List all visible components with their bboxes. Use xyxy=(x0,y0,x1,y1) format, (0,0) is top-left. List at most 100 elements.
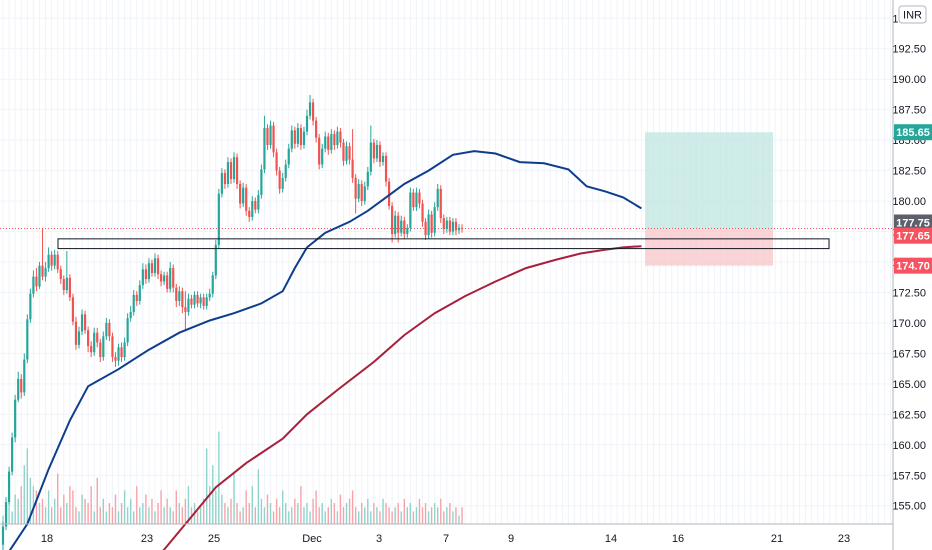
candle xyxy=(394,210,397,238)
candle xyxy=(342,138,345,166)
candle xyxy=(129,305,132,322)
candle xyxy=(220,168,223,198)
candle xyxy=(202,293,205,310)
candle xyxy=(433,202,436,237)
volume-bar xyxy=(178,503,181,524)
candle xyxy=(284,159,287,182)
volume-bar xyxy=(81,494,83,524)
currency-label[interactable]: INR xyxy=(898,5,927,24)
volume-bar xyxy=(452,511,454,524)
x-tick-label: 23 xyxy=(141,533,153,545)
volume-bar xyxy=(172,511,174,524)
y-tick-label: 160.00 xyxy=(892,440,926,452)
candle xyxy=(251,196,254,221)
volume-bar xyxy=(446,507,448,524)
candle xyxy=(235,153,239,189)
volume-bar xyxy=(17,498,19,524)
candle xyxy=(266,124,269,150)
volume-bar xyxy=(403,498,405,524)
candle xyxy=(184,291,187,332)
volume-bar xyxy=(254,507,257,524)
candle xyxy=(263,115,266,174)
candle xyxy=(372,138,375,164)
volume-bar xyxy=(142,503,144,524)
stop-zone[interactable] xyxy=(645,229,773,266)
x-tick-label: 9 xyxy=(508,533,514,545)
y-tick-label: 190.00 xyxy=(892,74,926,86)
volume-bar xyxy=(114,494,117,524)
candle xyxy=(400,215,403,237)
volume-bar xyxy=(181,507,184,524)
volume-bar xyxy=(248,503,250,524)
candle xyxy=(178,286,181,306)
candle xyxy=(20,374,23,399)
candle xyxy=(150,259,154,277)
volume-bar xyxy=(75,507,77,524)
target-zone[interactable] xyxy=(645,132,773,230)
candle xyxy=(32,270,35,298)
volume-bar xyxy=(357,511,360,524)
candle xyxy=(418,188,421,209)
volume-bar xyxy=(461,507,463,524)
volume-bar xyxy=(133,511,135,524)
volume-bar xyxy=(169,507,171,524)
volume-bar xyxy=(430,507,433,524)
candle xyxy=(90,341,93,358)
candle xyxy=(327,132,330,155)
candle xyxy=(229,158,233,185)
candle xyxy=(403,216,406,239)
volume-bar xyxy=(440,498,442,524)
volume-bar xyxy=(160,490,162,524)
candle xyxy=(17,371,20,403)
moving-average-line xyxy=(162,245,642,550)
candle xyxy=(324,131,327,153)
volume-bar xyxy=(239,511,241,524)
candle xyxy=(93,327,96,356)
candle xyxy=(29,288,32,323)
price-badge: 174.70 xyxy=(894,257,932,274)
volume-bar xyxy=(233,473,235,524)
price-badge-label: 185.65 xyxy=(896,127,930,139)
volume-bar xyxy=(285,503,287,524)
volume-bar xyxy=(288,511,290,524)
candle xyxy=(166,271,169,293)
support-zone-rectangle[interactable] xyxy=(57,238,830,250)
candle xyxy=(187,293,190,316)
candle xyxy=(141,263,144,289)
volume-bar xyxy=(20,486,22,524)
candle xyxy=(406,224,409,238)
y-tick-label: 180.00 xyxy=(892,196,926,208)
candle xyxy=(272,121,275,158)
volume-bar xyxy=(66,503,68,524)
candle xyxy=(59,265,62,284)
candle xyxy=(120,342,123,362)
candle xyxy=(299,124,303,150)
price-badge-label: 174.70 xyxy=(896,261,930,273)
candle xyxy=(439,185,442,224)
volume-bar xyxy=(221,494,223,524)
x-tick-label: 3 xyxy=(376,533,382,545)
candle xyxy=(448,216,451,236)
candle xyxy=(53,249,56,270)
volume-bar xyxy=(379,511,381,524)
volume-bar xyxy=(47,490,50,524)
candle xyxy=(257,190,260,214)
moving-average-line xyxy=(8,150,642,550)
candle xyxy=(11,432,14,476)
candle xyxy=(451,218,455,236)
volume-bar xyxy=(303,507,305,524)
candle xyxy=(357,179,360,203)
volume-bar xyxy=(148,507,150,524)
volume-bar xyxy=(275,498,278,524)
volume-bar xyxy=(11,511,13,524)
volume-bar xyxy=(117,511,120,524)
candle xyxy=(232,152,236,183)
long-position-tool[interactable] xyxy=(645,132,773,266)
volume-bar xyxy=(406,507,409,524)
candle xyxy=(172,264,175,293)
candle xyxy=(196,291,199,308)
volume-bar xyxy=(424,503,427,524)
volume-bar xyxy=(8,503,10,524)
candle xyxy=(117,343,120,366)
